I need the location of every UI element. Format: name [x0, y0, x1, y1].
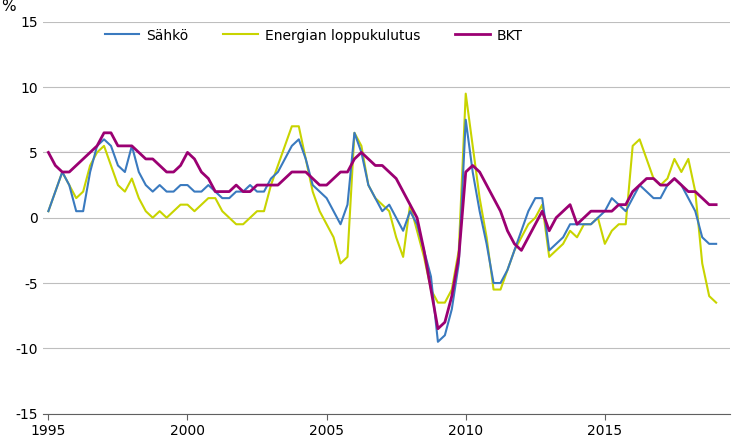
- BKT: [712, 202, 721, 207]
- Energian loppukulutus: [427, 287, 436, 292]
- Energian loppukulutus: [461, 91, 470, 96]
- Energian loppukulutus: [433, 300, 442, 305]
- BKT: [573, 222, 581, 227]
- Energian loppukulutus: [712, 300, 721, 305]
- Energian loppukulutus: [93, 150, 102, 155]
- BKT: [433, 326, 442, 332]
- Energian loppukulutus: [573, 235, 581, 240]
- Line: Energian loppukulutus: Energian loppukulutus: [49, 93, 716, 303]
- Energian loppukulutus: [378, 202, 387, 207]
- BKT: [65, 170, 74, 175]
- Line: Sähkö: Sähkö: [49, 120, 716, 342]
- Sähkö: [93, 143, 102, 149]
- Sähkö: [218, 195, 227, 201]
- Sähkö: [461, 117, 470, 122]
- Energian loppukulutus: [218, 209, 227, 214]
- Energian loppukulutus: [44, 209, 53, 214]
- BKT: [385, 170, 394, 175]
- Legend: Sähkö, Energian loppukulutus, BKT: Sähkö, Energian loppukulutus, BKT: [105, 29, 523, 43]
- Sähkö: [378, 209, 387, 214]
- Sähkö: [65, 182, 74, 188]
- Sähkö: [573, 222, 581, 227]
- BKT: [99, 130, 108, 135]
- BKT: [44, 150, 53, 155]
- Line: BKT: BKT: [49, 133, 716, 329]
- BKT: [441, 320, 450, 325]
- Y-axis label: %: %: [1, 0, 15, 14]
- Energian loppukulutus: [65, 182, 74, 188]
- Sähkö: [427, 274, 436, 279]
- Sähkö: [433, 339, 442, 344]
- BKT: [225, 189, 234, 194]
- Sähkö: [44, 209, 53, 214]
- Sähkö: [712, 241, 721, 247]
- BKT: [93, 143, 102, 149]
